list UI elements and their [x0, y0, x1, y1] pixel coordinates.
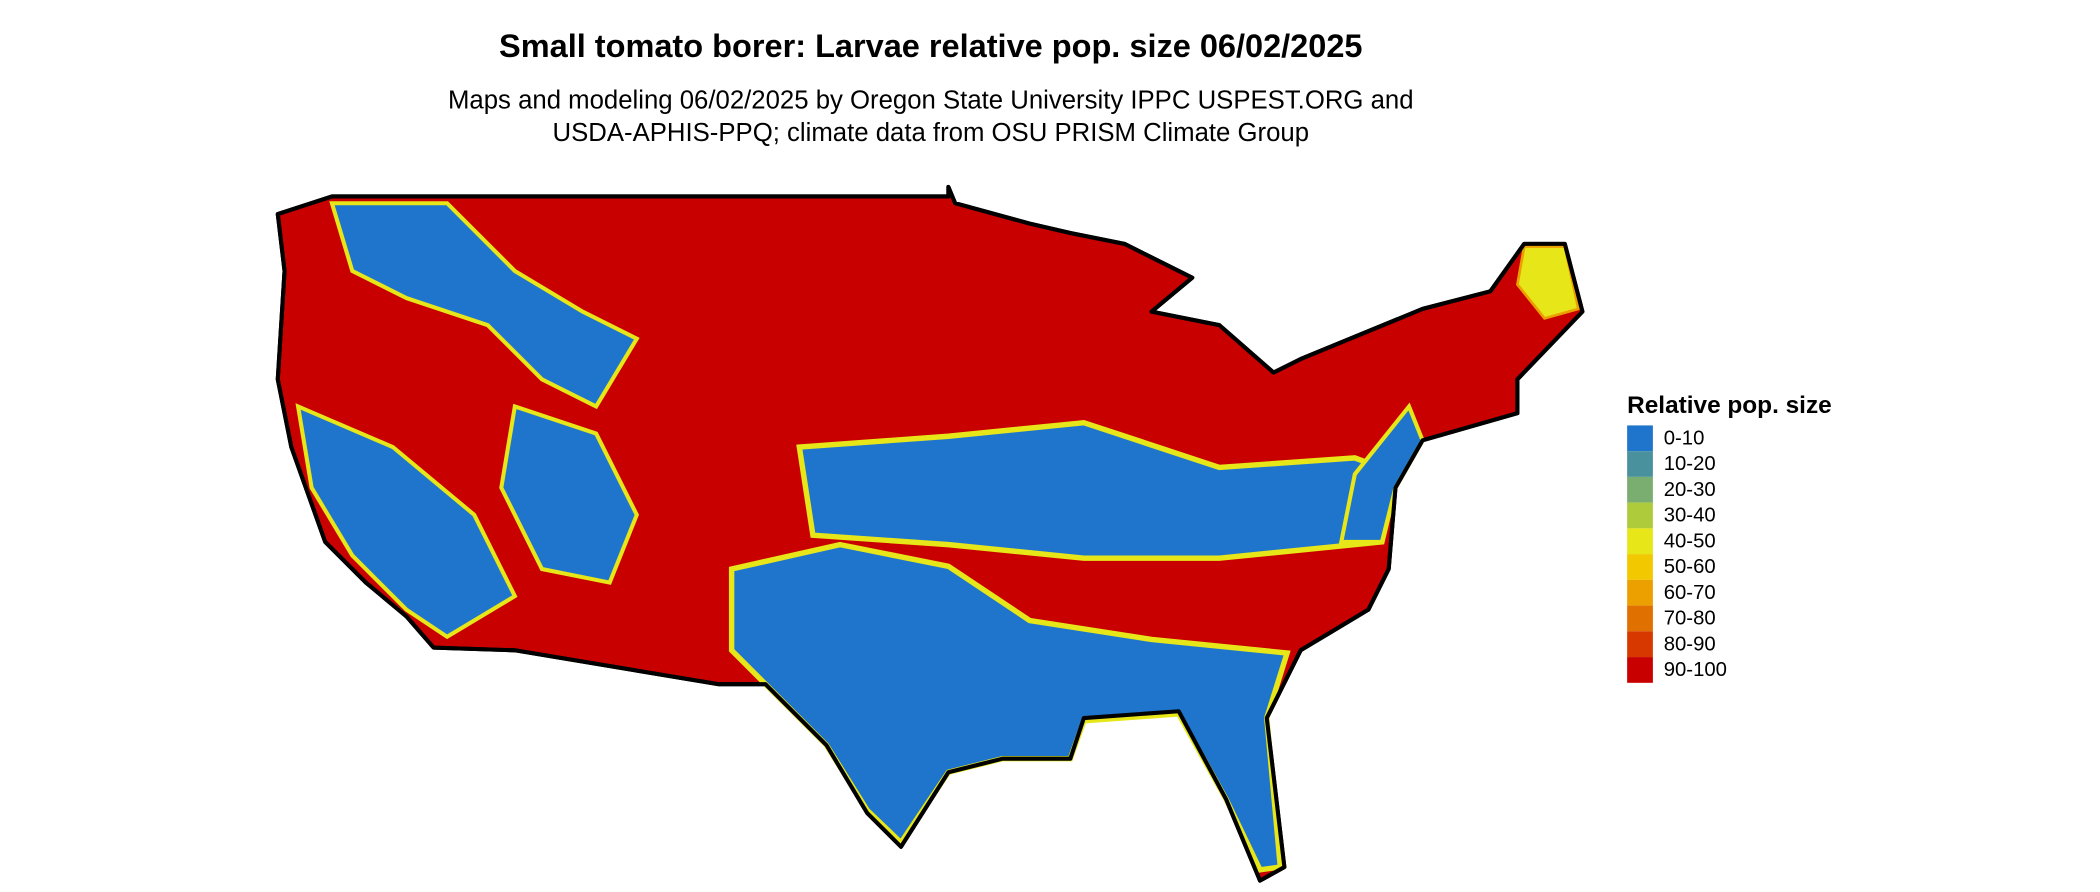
title: Small tomato borer: Larvae relative pop.… — [499, 28, 1362, 64]
legend-swatch — [1627, 657, 1653, 683]
subtitle: Maps and modeling 06/02/2025 by Oregon S… — [448, 86, 1414, 114]
legend-swatch — [1627, 451, 1653, 477]
legend-label: 40-50 — [1664, 530, 1716, 552]
legend-swatch — [1627, 605, 1653, 632]
legend-label: 70-80 — [1664, 608, 1716, 630]
us-outline-stroke — [275, 184, 1585, 883]
legend-label: 90-100 — [1664, 659, 1727, 681]
legend-label: 80-90 — [1664, 633, 1716, 655]
legend-swatch — [1627, 425, 1653, 452]
legend-label: 10-20 — [1664, 453, 1716, 475]
legend-swatch — [1627, 528, 1653, 555]
legend-swatch — [1627, 502, 1653, 529]
us-map — [275, 184, 1585, 883]
subtitle: USDA-APHIS-PPQ; climate data from OSU PR… — [553, 119, 1310, 147]
blue-region — [329, 201, 640, 410]
legend-swatch — [1627, 631, 1653, 658]
blue-region — [499, 403, 640, 585]
legend-label: 0-10 — [1664, 427, 1705, 449]
legend-label: 30-40 — [1664, 505, 1716, 527]
blue-region — [295, 403, 518, 640]
legend: Relative pop. size 0-10 10-20 20-30 30-40 40… — [1627, 392, 1832, 683]
legend-swatch — [1627, 476, 1653, 503]
legend-label: 60-70 — [1664, 582, 1716, 604]
yellow-region — [1515, 245, 1580, 320]
legend-label: 50-60 — [1664, 556, 1716, 578]
legend-swatch — [1627, 579, 1653, 606]
legend-label: 20-30 — [1664, 479, 1716, 501]
legend-swatch — [1627, 554, 1653, 580]
legend-title: Relative pop. size — [1627, 392, 1832, 419]
